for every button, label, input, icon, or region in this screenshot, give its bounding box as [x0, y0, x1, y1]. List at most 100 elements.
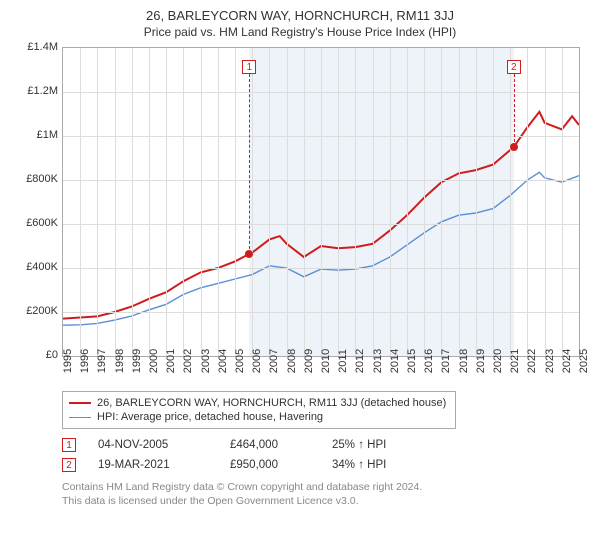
container: 26, BARLEYCORN WAY, HORNCHURCH, RM11 3JJ…: [0, 0, 600, 560]
sale-delta: 25% ↑ HPI: [332, 439, 386, 451]
legend-item: HPI: Average price, detached house, Have…: [69, 410, 449, 424]
marker-box: 1: [242, 60, 256, 74]
marker-dot: [245, 250, 253, 258]
gridline-v: [424, 48, 425, 356]
marker-line: [514, 74, 515, 147]
gridline-v: [183, 48, 184, 356]
y-axis-label: £600K: [26, 217, 58, 229]
gridline-v: [441, 48, 442, 356]
gridline-v: [132, 48, 133, 356]
footer: Contains HM Land Registry data © Crown c…: [62, 481, 590, 508]
gridline-v: [304, 48, 305, 356]
sales-list: 1 04-NOV-2005 £464,000 25% ↑ HPI 2 19-MAR-202…: [62, 435, 590, 475]
gridline-v: [115, 48, 116, 356]
gridline-v: [97, 48, 98, 356]
y-axis-label: £1.2M: [27, 85, 58, 97]
legend-swatch: [69, 417, 91, 418]
x-axis-label: 2008: [286, 349, 298, 373]
page-subtitle: Price paid vs. HM Land Registry's House …: [10, 25, 590, 39]
x-axis-label: 1995: [62, 349, 74, 373]
gridline-v: [80, 48, 81, 356]
x-axis-label: 2023: [544, 349, 556, 373]
gridline-v: [287, 48, 288, 356]
x-axis-label: 2019: [475, 349, 487, 373]
legend-label: 26, BARLEYCORN WAY, HORNCHURCH, RM11 3JJ…: [97, 397, 446, 409]
sale-row: 1 04-NOV-2005 £464,000 25% ↑ HPI: [62, 435, 590, 455]
x-axis-label: 1997: [96, 349, 108, 373]
sale-date: 04-NOV-2005: [98, 439, 208, 451]
x-axis-label: 2022: [526, 349, 538, 373]
x-axis-label: 1996: [79, 349, 91, 373]
x-axis-label: 2013: [372, 349, 384, 373]
gridline-v: [269, 48, 270, 356]
y-axis-label: £200K: [26, 305, 58, 317]
x-axis-label: 2021: [509, 349, 521, 373]
gridline-v: [235, 48, 236, 356]
x-axis-label: 2009: [303, 349, 315, 373]
x-axis-label: 2020: [492, 349, 504, 373]
chart-area: 12 £0£200K£400K£600K£800K£1M£1.2M£1.4M19…: [20, 47, 580, 387]
y-axis-label: £1M: [37, 129, 58, 141]
footer-line-2: This data is licensed under the Open Gov…: [62, 495, 590, 509]
gridline-v: [407, 48, 408, 356]
x-axis-label: 2025: [578, 349, 590, 373]
sale-row: 2 19-MAR-2021 £950,000 34% ↑ HPI: [62, 455, 590, 475]
x-axis-label: 1999: [131, 349, 143, 373]
x-axis-label: 2018: [458, 349, 470, 373]
gridline-v: [373, 48, 374, 356]
sale-marker: 2: [62, 458, 76, 472]
gridline-v: [252, 48, 253, 356]
gridline-v: [166, 48, 167, 356]
marker-line: [249, 74, 250, 254]
gridline-v: [355, 48, 356, 356]
gridline-v: [321, 48, 322, 356]
gridline-v: [562, 48, 563, 356]
x-axis-label: 2005: [234, 349, 246, 373]
x-axis-label: 2015: [406, 349, 418, 373]
gridline-v: [218, 48, 219, 356]
x-axis-label: 2000: [148, 349, 160, 373]
x-axis-label: 2012: [354, 349, 366, 373]
x-axis-label: 2007: [268, 349, 280, 373]
marker-box: 2: [507, 60, 521, 74]
x-axis-label: 2001: [165, 349, 177, 373]
gridline-v: [493, 48, 494, 356]
legend-swatch: [69, 402, 91, 404]
gridline-v: [201, 48, 202, 356]
legend: 26, BARLEYCORN WAY, HORNCHURCH, RM11 3JJ…: [62, 391, 456, 429]
x-axis-label: 2011: [337, 349, 349, 373]
x-axis-label: 1998: [114, 349, 126, 373]
y-axis-label: £0: [46, 349, 58, 361]
plot-region: 12: [62, 47, 580, 357]
legend-label: HPI: Average price, detached house, Have…: [97, 411, 323, 423]
footer-line-1: Contains HM Land Registry data © Crown c…: [62, 481, 590, 495]
gridline-v: [545, 48, 546, 356]
gridline-v: [149, 48, 150, 356]
x-axis-label: 2004: [217, 349, 229, 373]
sale-date: 19-MAR-2021: [98, 459, 208, 471]
x-axis-label: 2014: [389, 349, 401, 373]
sale-price: £464,000: [230, 439, 310, 451]
y-axis-label: £800K: [26, 173, 58, 185]
gridline-v: [459, 48, 460, 356]
y-axis-label: £400K: [26, 261, 58, 273]
gridline-v: [390, 48, 391, 356]
sale-delta: 34% ↑ HPI: [332, 459, 386, 471]
x-axis-label: 2016: [423, 349, 435, 373]
x-axis-label: 2002: [182, 349, 194, 373]
x-axis-label: 2010: [320, 349, 332, 373]
gridline-v: [510, 48, 511, 356]
gridline-v: [338, 48, 339, 356]
gridline-v: [476, 48, 477, 356]
gridline-v: [527, 48, 528, 356]
x-axis-label: 2003: [200, 349, 212, 373]
page-title: 26, BARLEYCORN WAY, HORNCHURCH, RM11 3JJ: [10, 8, 590, 23]
sale-price: £950,000: [230, 459, 310, 471]
marker-dot: [510, 143, 518, 151]
legend-item: 26, BARLEYCORN WAY, HORNCHURCH, RM11 3JJ…: [69, 396, 449, 410]
x-axis-label: 2017: [440, 349, 452, 373]
sale-marker: 1: [62, 438, 76, 452]
y-axis-label: £1.4M: [27, 41, 58, 53]
x-axis-label: 2024: [561, 349, 573, 373]
x-axis-label: 2006: [251, 349, 263, 373]
